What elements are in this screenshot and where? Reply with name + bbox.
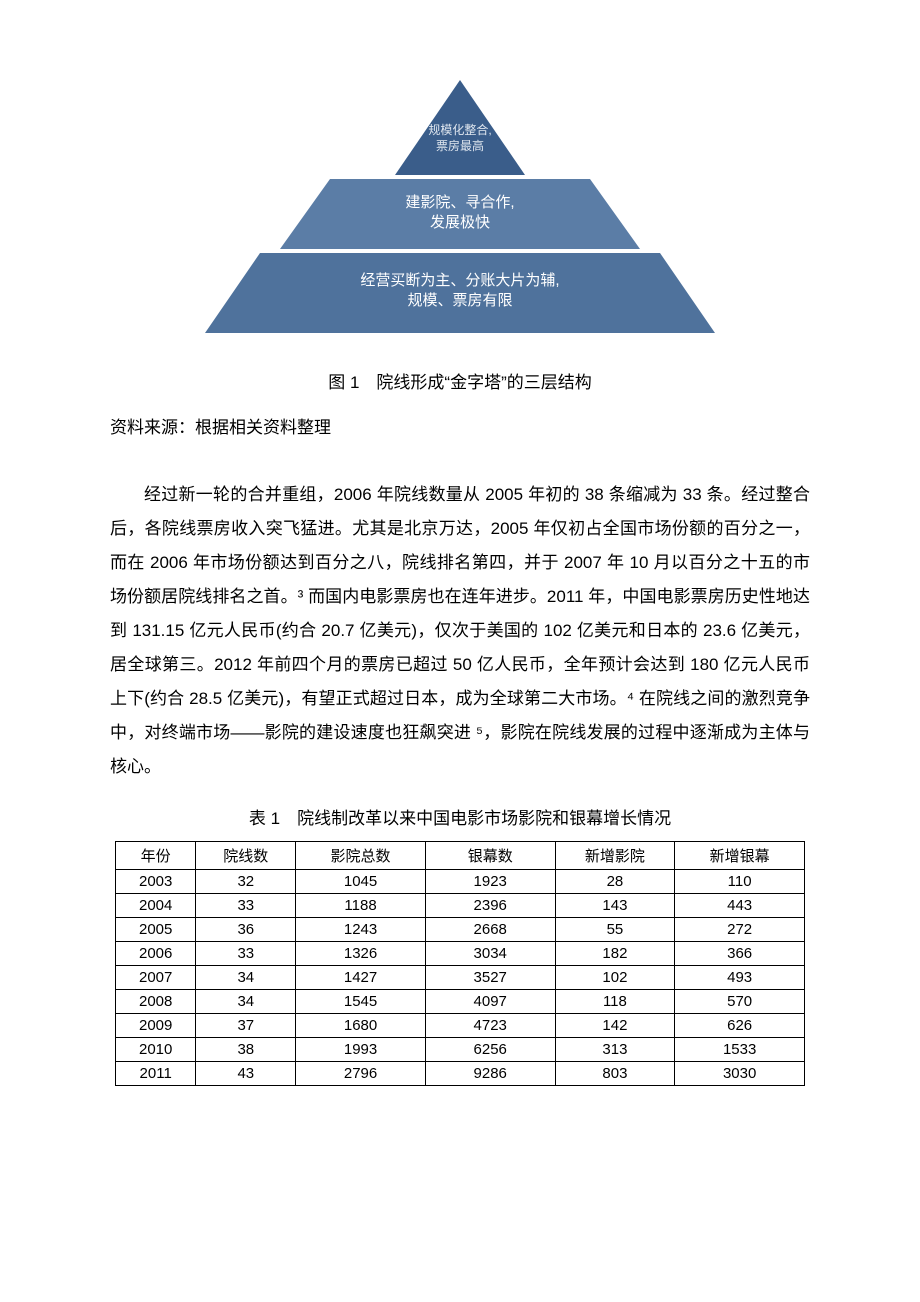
pyramid-tier-middle-label: 建影院、寻合作, 发展极快 (330, 193, 590, 234)
pyramid-diagram: 规模化整合, 票房最高 建影院、寻合作, 发展极快 经营买断为主、分账大片为辅,… (260, 80, 660, 340)
table-cell: 3527 (425, 966, 555, 990)
table-cell: 803 (555, 1062, 675, 1086)
table-cell: 2668 (425, 918, 555, 942)
table-cell: 36 (196, 918, 296, 942)
table-cell: 6256 (425, 1038, 555, 1062)
table-cell: 32 (196, 870, 296, 894)
col-screens: 银幕数 (425, 842, 555, 870)
figure-1-source: 资料来源：根据相关资料整理 (110, 413, 810, 438)
pyramid-tier-top-label: 规模化整合, 票房最高 (405, 122, 515, 154)
tier-mid-line1: 建影院、寻合作, (405, 194, 514, 211)
pyramid-tier-bottom: 经营买断为主、分账大片为辅, 规模、票房有限 (205, 253, 715, 333)
table-1-caption: 表 1 院线制改革以来中国电影市场影院和银幕增长情况 (110, 804, 810, 829)
table-cell: 2003 (116, 870, 196, 894)
table-row: 20073414273527102493 (116, 966, 805, 990)
tier-top-line1: 规模化整合, (428, 123, 491, 137)
table-cell: 33 (196, 942, 296, 966)
table-cell: 143 (555, 894, 675, 918)
table-row: 20043311882396143443 (116, 894, 805, 918)
table-body: 2003321045192328110200433118823961434432… (116, 870, 805, 1086)
table-row: 20093716804723142626 (116, 1014, 805, 1038)
table-cell: 110 (675, 870, 805, 894)
table-cell: 493 (675, 966, 805, 990)
table-cell: 1923 (425, 870, 555, 894)
pyramid-tier-middle: 建影院、寻合作, 发展极快 (280, 179, 640, 249)
table-cell: 28 (555, 870, 675, 894)
table-cell: 2004 (116, 894, 196, 918)
table-cell: 1243 (296, 918, 426, 942)
pyramid-tier-bottom-label: 经营买断为主、分账大片为辅, 规模、票房有限 (260, 271, 660, 312)
document-page: 规模化整合, 票房最高 建影院、寻合作, 发展极快 经营买断为主、分账大片为辅,… (0, 0, 920, 1186)
table-cell: 3034 (425, 942, 555, 966)
table-row: 201038199362563131533 (116, 1038, 805, 1062)
table-cell: 38 (196, 1038, 296, 1062)
table-cell: 55 (555, 918, 675, 942)
table-row: 2003321045192328110 (116, 870, 805, 894)
table-cell: 443 (675, 894, 805, 918)
col-chains: 院线数 (196, 842, 296, 870)
table-cell: 3030 (675, 1062, 805, 1086)
table-cell: 37 (196, 1014, 296, 1038)
table-cell: 570 (675, 990, 805, 1014)
table-cell: 182 (555, 942, 675, 966)
table-1-cinema-growth: 年份 院线数 影院总数 银幕数 新增影院 新增银幕 20033210451923… (115, 841, 805, 1086)
table-cell: 2008 (116, 990, 196, 1014)
table-cell: 2010 (116, 1038, 196, 1062)
table-row: 201143279692868033030 (116, 1062, 805, 1086)
figure-1-caption: 图 1 院线形成“金字塔”的三层结构 (110, 368, 810, 393)
table-cell: 626 (675, 1014, 805, 1038)
tier-mid-line2: 发展极快 (430, 214, 490, 231)
table-cell: 43 (196, 1062, 296, 1086)
table-cell: 2005 (116, 918, 196, 942)
table-row: 2005361243266855272 (116, 918, 805, 942)
body-paragraph-1: 经过新一轮的合并重组，2006 年院线数量从 2005 年初的 38 条缩减为 … (110, 478, 810, 784)
table-cell: 1326 (296, 942, 426, 966)
table-cell: 4723 (425, 1014, 555, 1038)
table-cell: 1427 (296, 966, 426, 990)
table-cell: 118 (555, 990, 675, 1014)
tier-bot-line2: 规模、票房有限 (407, 292, 512, 309)
pyramid-tier-top: 规模化整合, 票房最高 (395, 80, 525, 175)
table-cell: 1188 (296, 894, 426, 918)
table-cell: 142 (555, 1014, 675, 1038)
table-cell: 2796 (296, 1062, 426, 1086)
col-cinemas: 影院总数 (296, 842, 426, 870)
col-year: 年份 (116, 842, 196, 870)
col-new-cinemas: 新增影院 (555, 842, 675, 870)
table-cell: 1545 (296, 990, 426, 1014)
table-cell: 9286 (425, 1062, 555, 1086)
table-cell: 313 (555, 1038, 675, 1062)
table-cell: 1533 (675, 1038, 805, 1062)
table-header-row: 年份 院线数 影院总数 银幕数 新增影院 新增银幕 (116, 842, 805, 870)
table-cell: 2009 (116, 1014, 196, 1038)
tier-bot-line1: 经营买断为主、分账大片为辅, (360, 272, 559, 289)
table-cell: 2396 (425, 894, 555, 918)
table-cell: 1680 (296, 1014, 426, 1038)
table-cell: 2006 (116, 942, 196, 966)
table-cell: 366 (675, 942, 805, 966)
table-cell: 2007 (116, 966, 196, 990)
table-cell: 102 (555, 966, 675, 990)
table-cell: 34 (196, 990, 296, 1014)
table-cell: 272 (675, 918, 805, 942)
table-cell: 1045 (296, 870, 426, 894)
tier-top-line2: 票房最高 (436, 139, 484, 153)
table-cell: 4097 (425, 990, 555, 1014)
figure-1-pyramid: 规模化整合, 票房最高 建影院、寻合作, 发展极快 经营买断为主、分账大片为辅,… (110, 80, 810, 340)
table-cell: 33 (196, 894, 296, 918)
table-cell: 2011 (116, 1062, 196, 1086)
table-row: 20063313263034182366 (116, 942, 805, 966)
col-new-screens: 新增银幕 (675, 842, 805, 870)
table-row: 20083415454097118570 (116, 990, 805, 1014)
table-cell: 1993 (296, 1038, 426, 1062)
table-head: 年份 院线数 影院总数 银幕数 新增影院 新增银幕 (116, 842, 805, 870)
table-cell: 34 (196, 966, 296, 990)
